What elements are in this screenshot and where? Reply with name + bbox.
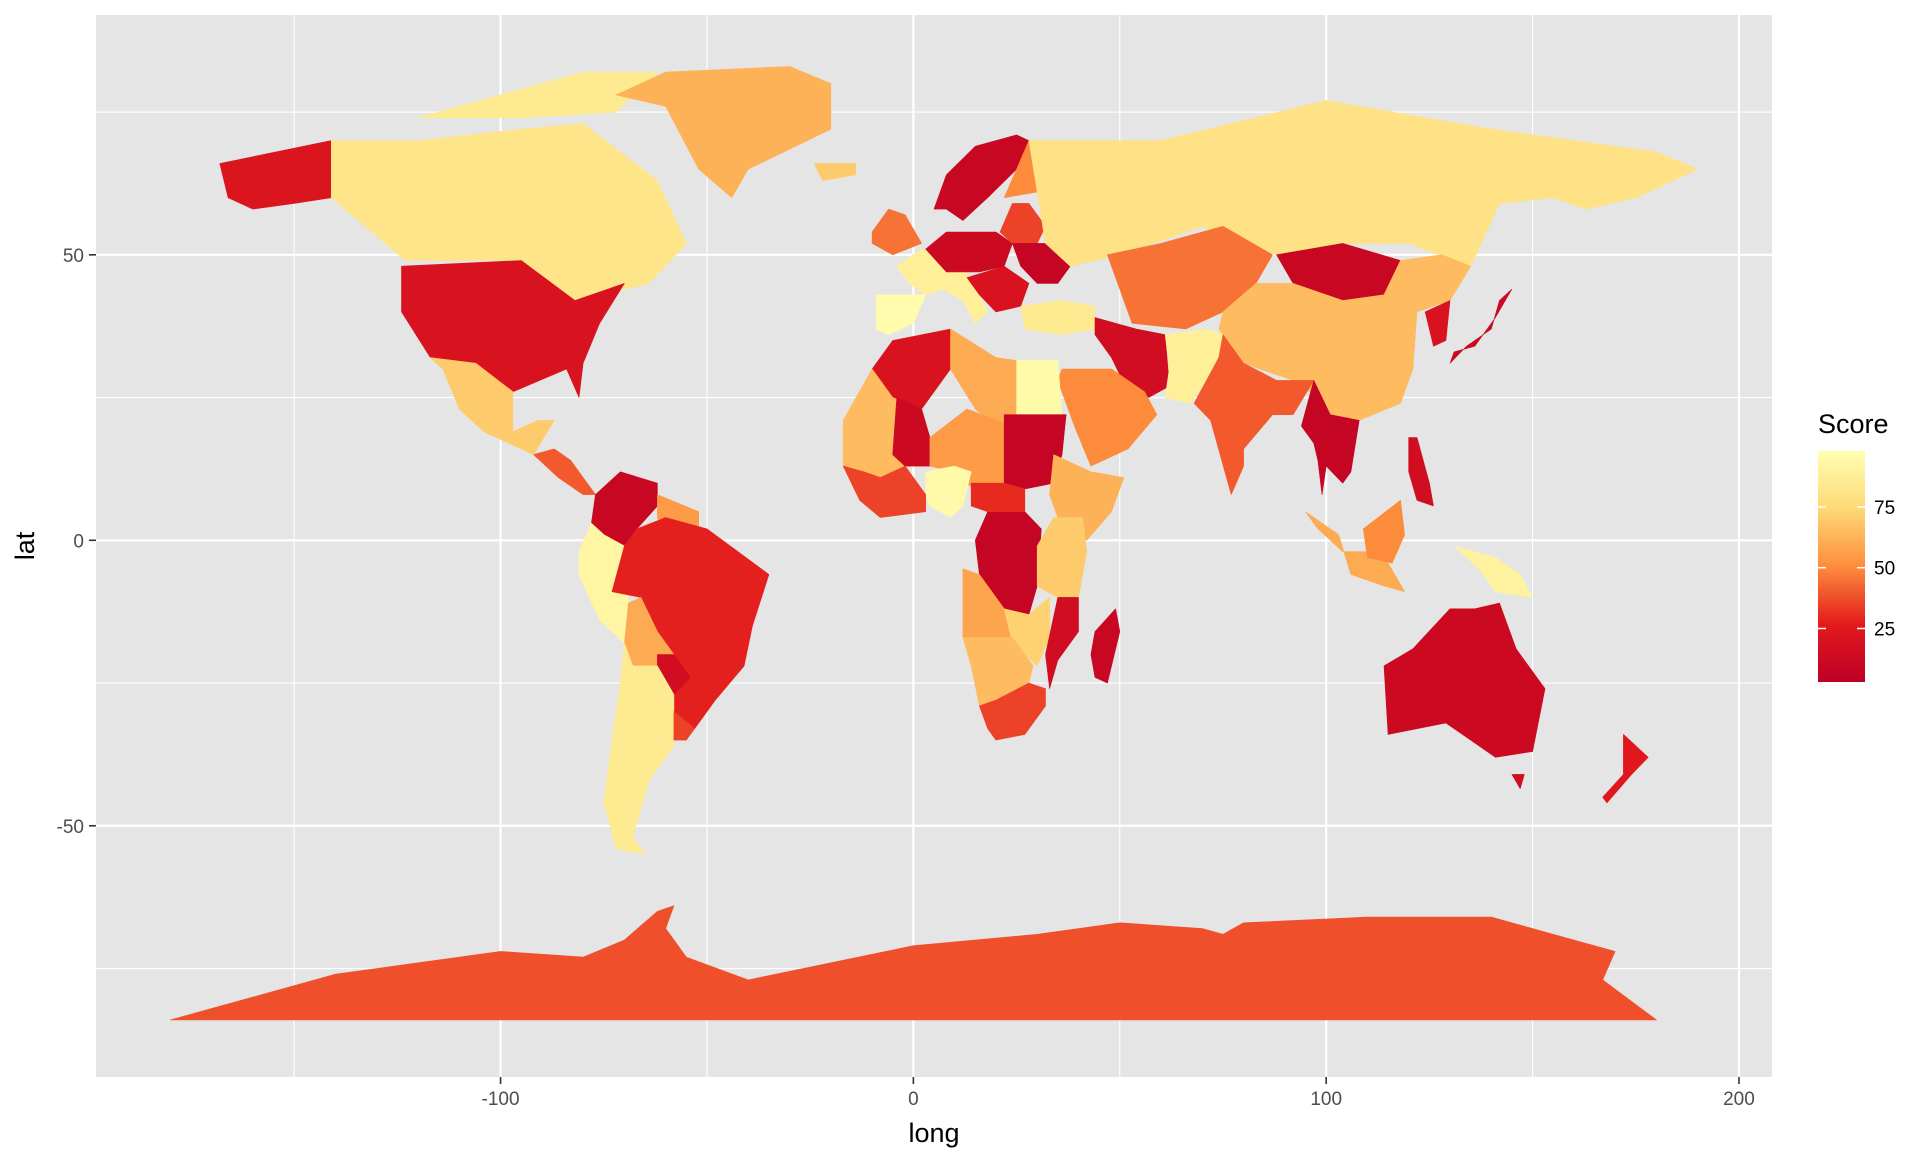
region-antarctica (170, 905, 1657, 1021)
legend: Score 25 50 75 (1818, 409, 1895, 682)
region-india (1193, 334, 1315, 495)
region-paraguay (657, 654, 691, 695)
country-regions (170, 66, 1698, 1021)
legend-colorbar (1818, 451, 1865, 682)
x-tick-label: 200 (1723, 1089, 1755, 1110)
region-nigeria (925, 465, 972, 518)
region-malaysia-indonesia (1305, 511, 1405, 593)
y-axis-title: lat (10, 531, 40, 560)
region-australia (1383, 602, 1546, 758)
region-russia (1028, 100, 1698, 267)
x-tick-label: -100 (482, 1089, 520, 1110)
legend-tick-label: 50 (1874, 559, 1895, 580)
legend-title: Score (1818, 409, 1889, 439)
region-canada (330, 123, 687, 301)
region-chile-argentina (603, 642, 675, 855)
region-arabian-peninsula (1057, 368, 1158, 467)
y-tick-label: 0 (73, 531, 84, 552)
legend-ticks: 25 50 75 (1818, 498, 1895, 641)
region-canadian-arctic-archipelago (417, 71, 658, 119)
axes: -100 0 100 200 -50 0 50 (57, 246, 1755, 1110)
region-indochina (1301, 380, 1360, 495)
region-greenland (615, 66, 832, 198)
region-iran (1094, 317, 1170, 398)
y-tick-label: 50 (63, 246, 84, 267)
region-iceland (813, 163, 856, 181)
x-tick-label: 0 (908, 1089, 919, 1110)
region-egypt (1016, 360, 1063, 416)
region-korea (1424, 300, 1451, 347)
region-borneo (1363, 499, 1405, 564)
legend-tick-label: 75 (1874, 498, 1895, 519)
y-tick-label: -50 (57, 817, 84, 838)
region-central-african-republic (970, 482, 1026, 513)
region-philippines (1408, 437, 1434, 507)
region-tasmania (1511, 774, 1525, 790)
region-east-africa (1036, 517, 1087, 598)
region-south-africa (979, 682, 1046, 741)
region-mexico (430, 357, 555, 455)
region-west-africa-coast (842, 465, 927, 518)
x-tick-label: 100 (1310, 1089, 1342, 1110)
region-uruguay (673, 711, 695, 741)
region-japan (1449, 288, 1513, 364)
region-mozambique (1045, 597, 1079, 690)
region-iberia (875, 294, 927, 336)
region-ireland-uk (871, 208, 922, 256)
region-new-guinea (1453, 545, 1533, 598)
region-madagascar (1090, 608, 1121, 684)
x-axis-title: long (908, 1118, 959, 1148)
region-new-zealand (1602, 734, 1649, 804)
region-turkey (1020, 300, 1096, 336)
legend-tick-label: 25 (1874, 620, 1895, 641)
